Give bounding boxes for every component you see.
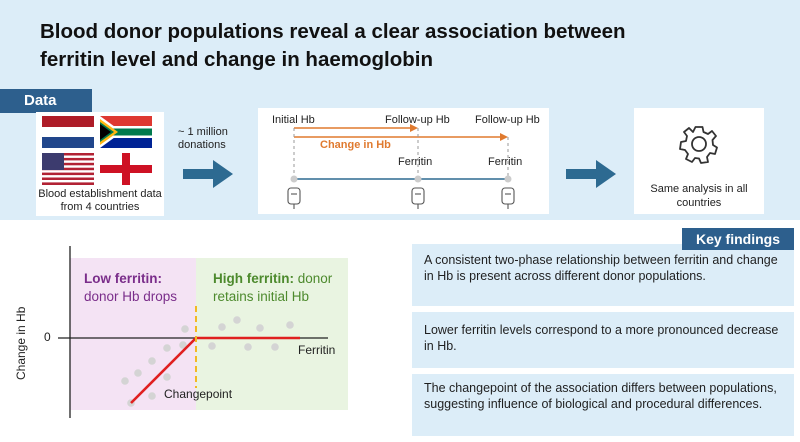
timeline-diagram <box>287 124 515 209</box>
high-ferritin-desc-1: donor <box>297 271 333 286</box>
low-ferritin-title: Low ferritin: <box>84 271 162 286</box>
data-point <box>244 343 252 351</box>
finding-1: A consistent two-phase relationship betw… <box>412 244 794 306</box>
data-point <box>134 369 142 377</box>
y-zero-tick: 0 <box>44 330 51 344</box>
changepoint-plot <box>58 246 328 418</box>
low-ferritin-zone <box>70 258 196 410</box>
ferritin-label-2: Ferritin <box>488 156 523 168</box>
flags-caption: Blood establishment data from 4 countrie… <box>38 188 162 213</box>
finding-3: The changepoint of the association diffe… <box>412 374 794 436</box>
finding-2: Lower ferritin levels correspond to a mo… <box>412 312 794 368</box>
analysis-card: Same analysis in all countries <box>634 108 764 214</box>
x-axis-label: Ferritin <box>298 343 336 357</box>
y-axis-label: Change in Hb <box>14 306 28 380</box>
followup-hb-label-1: Follow-up Hb <box>385 114 450 126</box>
data-point <box>163 344 171 352</box>
data-point <box>148 392 156 400</box>
high-ferritin-title: High ferritin: <box>213 271 294 286</box>
flags-card: Blood establishment data from 4 countrie… <box>36 112 164 216</box>
changepoint-label: Changepoint <box>164 387 233 401</box>
england-flag-icon <box>100 153 152 185</box>
flow-arrow-icon <box>183 160 233 188</box>
timeline-card: Initial Hb Follow-up Hb Follow-up Hb Cha… <box>258 108 549 214</box>
high-ferritin-label: High ferritin: donor retains initial Hb <box>213 270 332 306</box>
data-point <box>271 343 279 351</box>
south-africa-flag-icon <box>100 116 152 148</box>
blood-bag-icon <box>287 187 301 209</box>
blood-bag-icon <box>411 187 425 209</box>
scatter-points <box>121 316 294 407</box>
followup-hb-label-2: Follow-up Hb <box>475 114 540 126</box>
data-point <box>163 373 171 381</box>
data-point <box>286 321 294 329</box>
low-ferritin-label: Low ferritin: donor Hb drops <box>84 270 177 306</box>
high-ferritin-zone <box>196 258 348 410</box>
blood-bag-icon <box>501 187 515 209</box>
data-point <box>256 324 264 332</box>
data-point <box>121 377 129 385</box>
initial-hb-label: Initial Hb <box>272 114 315 126</box>
data-point <box>233 316 241 324</box>
key-findings-tag: Key findings <box>682 228 794 250</box>
data-point <box>179 341 187 349</box>
gear-icon <box>679 126 718 164</box>
data-point <box>181 325 189 333</box>
data-section-tag: Data <box>0 89 92 113</box>
ferritin-label-1: Ferritin <box>398 156 433 168</box>
data-point <box>148 357 156 365</box>
data-point <box>218 323 226 331</box>
high-ferritin-desc-2: retains initial Hb <box>213 289 310 304</box>
flow-arrow-icon <box>566 160 616 188</box>
change-in-hb-label: Change in Hb <box>320 139 391 151</box>
page-title: Blood donor populations reveal a clear a… <box>40 20 626 71</box>
low-ferritin-desc: donor Hb drops <box>84 289 178 304</box>
usa-flag-icon <box>42 153 94 185</box>
donations-count: ~ 1 million donations <box>178 126 228 151</box>
analysis-text: Same analysis in all countries <box>650 183 748 209</box>
data-point <box>208 342 216 350</box>
netherlands-flag-icon <box>42 116 94 148</box>
